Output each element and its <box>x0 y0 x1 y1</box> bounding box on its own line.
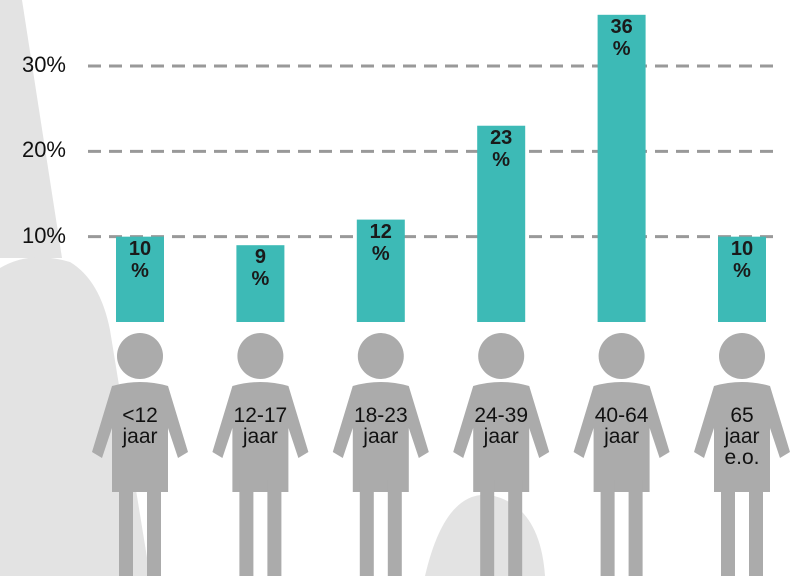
person-head <box>117 333 163 379</box>
y-tick-label: 30% <box>6 53 66 77</box>
value-label: 9 % <box>243 246 277 290</box>
person-leg <box>119 480 133 576</box>
bar <box>598 15 646 322</box>
category-label: 18-23 jaar <box>350 405 412 447</box>
value-label: 10 % <box>725 238 759 282</box>
person-leg <box>267 480 281 576</box>
person-head <box>719 333 765 379</box>
person-leg <box>388 480 402 576</box>
category-label: 12-17 jaar <box>229 405 291 447</box>
person-head <box>237 333 283 379</box>
person-leg <box>480 480 494 576</box>
category-label: <12 jaar <box>109 405 171 447</box>
y-tick-label: 10% <box>6 224 66 248</box>
value-label: 12 % <box>364 221 398 265</box>
person-head <box>478 333 524 379</box>
background-shape <box>0 0 62 258</box>
category-label: 65 jaar e.o. <box>711 405 773 468</box>
person-leg <box>749 480 763 576</box>
category-label: 24-39 jaar <box>470 405 532 447</box>
y-tick-label: 20% <box>6 138 66 162</box>
chart-canvas <box>0 0 804 576</box>
category-label: 40-64 jaar <box>591 405 653 447</box>
person-leg <box>601 480 615 576</box>
person-leg <box>147 480 161 576</box>
person-head <box>358 333 404 379</box>
person-head <box>599 333 645 379</box>
person-leg <box>239 480 253 576</box>
person-leg <box>360 480 374 576</box>
person-leg <box>721 480 735 576</box>
value-label: 10 % <box>123 238 157 282</box>
person-leg <box>508 480 522 576</box>
value-label: 23 % <box>484 127 518 171</box>
value-label: 36 % <box>605 16 639 60</box>
chart: 10% 20% 30% 10 % <12 jaar 9 % 12-17 jaar 12 % 18… <box>0 0 804 576</box>
person-leg <box>629 480 643 576</box>
